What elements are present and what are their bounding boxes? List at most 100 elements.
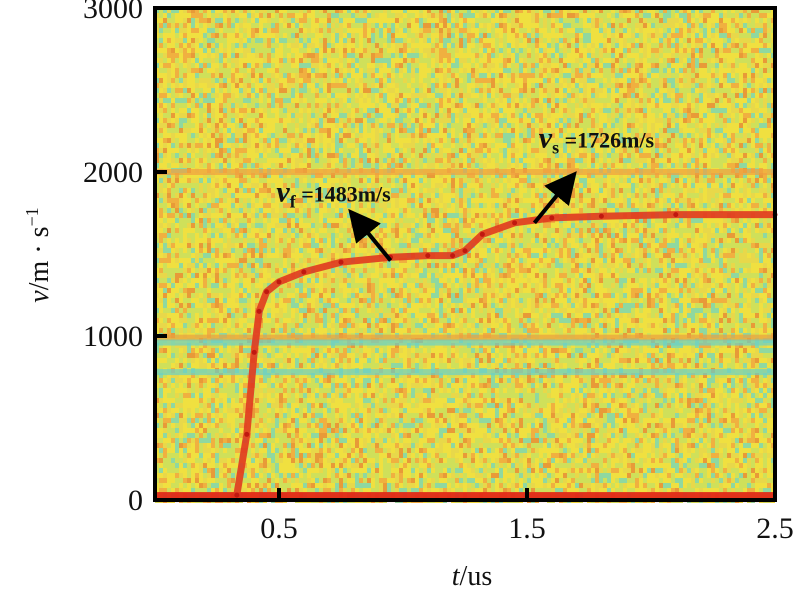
noise-cell	[591, 78, 595, 83]
noise-cell	[531, 138, 535, 143]
noise-cell	[639, 48, 643, 53]
noise-cell	[387, 143, 391, 148]
noise-cell	[603, 8, 607, 13]
noise-cell	[643, 98, 647, 103]
noise-cell	[171, 13, 175, 18]
noise-cell	[319, 38, 323, 43]
noise-cell	[231, 33, 235, 38]
noise-cell	[683, 118, 687, 123]
noise-cell	[591, 118, 595, 123]
noise-cell	[383, 33, 387, 38]
noise-cell	[519, 123, 523, 128]
noise-cell	[623, 33, 627, 38]
noise-cell	[391, 148, 395, 153]
noise-cell	[767, 53, 771, 58]
noise-cell	[599, 113, 603, 118]
noise-cell	[663, 63, 667, 68]
noise-cell	[579, 68, 583, 73]
noise-cell	[607, 43, 611, 48]
noise-cell	[519, 48, 523, 53]
noise-cell	[539, 193, 543, 198]
noise-cell	[367, 193, 371, 198]
noise-cell	[739, 188, 743, 193]
noise-cell	[679, 43, 683, 48]
noise-cell	[303, 193, 307, 198]
noise-cell	[183, 53, 187, 58]
noise-cell	[243, 43, 247, 48]
noise-cell	[615, 153, 619, 158]
noise-cell	[303, 38, 307, 43]
noise-cell	[735, 73, 739, 78]
noise-cell	[351, 68, 355, 73]
noise-cell	[207, 123, 211, 128]
noise-cell	[171, 18, 175, 23]
noise-cell	[295, 23, 299, 28]
noise-cell	[195, 143, 199, 148]
noise-cell	[523, 18, 527, 23]
noise-cell	[395, 38, 399, 43]
noise-cell	[239, 88, 243, 93]
noise-cell	[683, 183, 687, 188]
noise-cell	[563, 73, 567, 78]
noise-cell	[583, 153, 587, 158]
noise-cell	[363, 88, 367, 93]
noise-cell	[179, 128, 183, 133]
noise-cell	[327, 58, 331, 63]
noise-cell	[159, 28, 163, 33]
noise-cell	[559, 28, 563, 33]
noise-cell	[759, 98, 763, 103]
noise-cell	[619, 58, 623, 63]
noise-cell	[639, 43, 643, 48]
noise-cell	[439, 128, 443, 133]
noise-cell	[391, 113, 395, 118]
noise-cell	[567, 73, 571, 78]
noise-cell	[483, 128, 487, 133]
noise-cell	[411, 53, 415, 58]
noise-cell	[443, 153, 447, 158]
noise-cell	[675, 108, 679, 113]
noise-cell	[367, 163, 371, 168]
noise-cell	[227, 173, 231, 178]
noise-cell	[183, 88, 187, 93]
noise-cell	[395, 108, 399, 113]
noise-cell	[223, 173, 227, 178]
noise-cell	[595, 163, 599, 168]
noise-cell	[643, 113, 647, 118]
noise-cell	[747, 33, 751, 38]
noise-cell	[439, 138, 443, 143]
noise-cell	[175, 28, 179, 33]
noise-cell	[699, 8, 703, 13]
noise-cell	[167, 123, 171, 128]
noise-cell	[219, 138, 223, 143]
noise-cell	[611, 173, 615, 178]
noise-cell	[755, 178, 759, 183]
noise-cell	[467, 83, 471, 88]
noise-cell	[187, 98, 191, 103]
noise-cell	[367, 143, 371, 148]
noise-cell	[747, 153, 751, 158]
noise-cell	[407, 153, 411, 158]
noise-cell	[703, 113, 707, 118]
noise-cell	[643, 83, 647, 88]
noise-cell	[331, 58, 335, 63]
noise-cell	[407, 43, 411, 48]
noise-cell	[307, 38, 311, 43]
noise-cell	[563, 8, 567, 13]
noise-cell	[263, 78, 267, 83]
noise-cell	[619, 138, 623, 143]
noise-cell	[603, 183, 607, 188]
noise-cell	[523, 128, 527, 133]
noise-cell	[723, 118, 727, 123]
noise-cell	[363, 38, 367, 43]
noise-cell	[743, 113, 747, 118]
noise-cell	[447, 48, 451, 53]
noise-cell	[627, 53, 631, 58]
noise-cell	[667, 128, 671, 133]
noise-cell	[407, 68, 411, 73]
noise-cell	[295, 58, 299, 63]
noise-cell	[767, 178, 771, 183]
noise-cell	[739, 88, 743, 93]
noise-cell	[235, 178, 239, 183]
noise-cell	[351, 103, 355, 108]
noise-cell	[571, 128, 575, 133]
